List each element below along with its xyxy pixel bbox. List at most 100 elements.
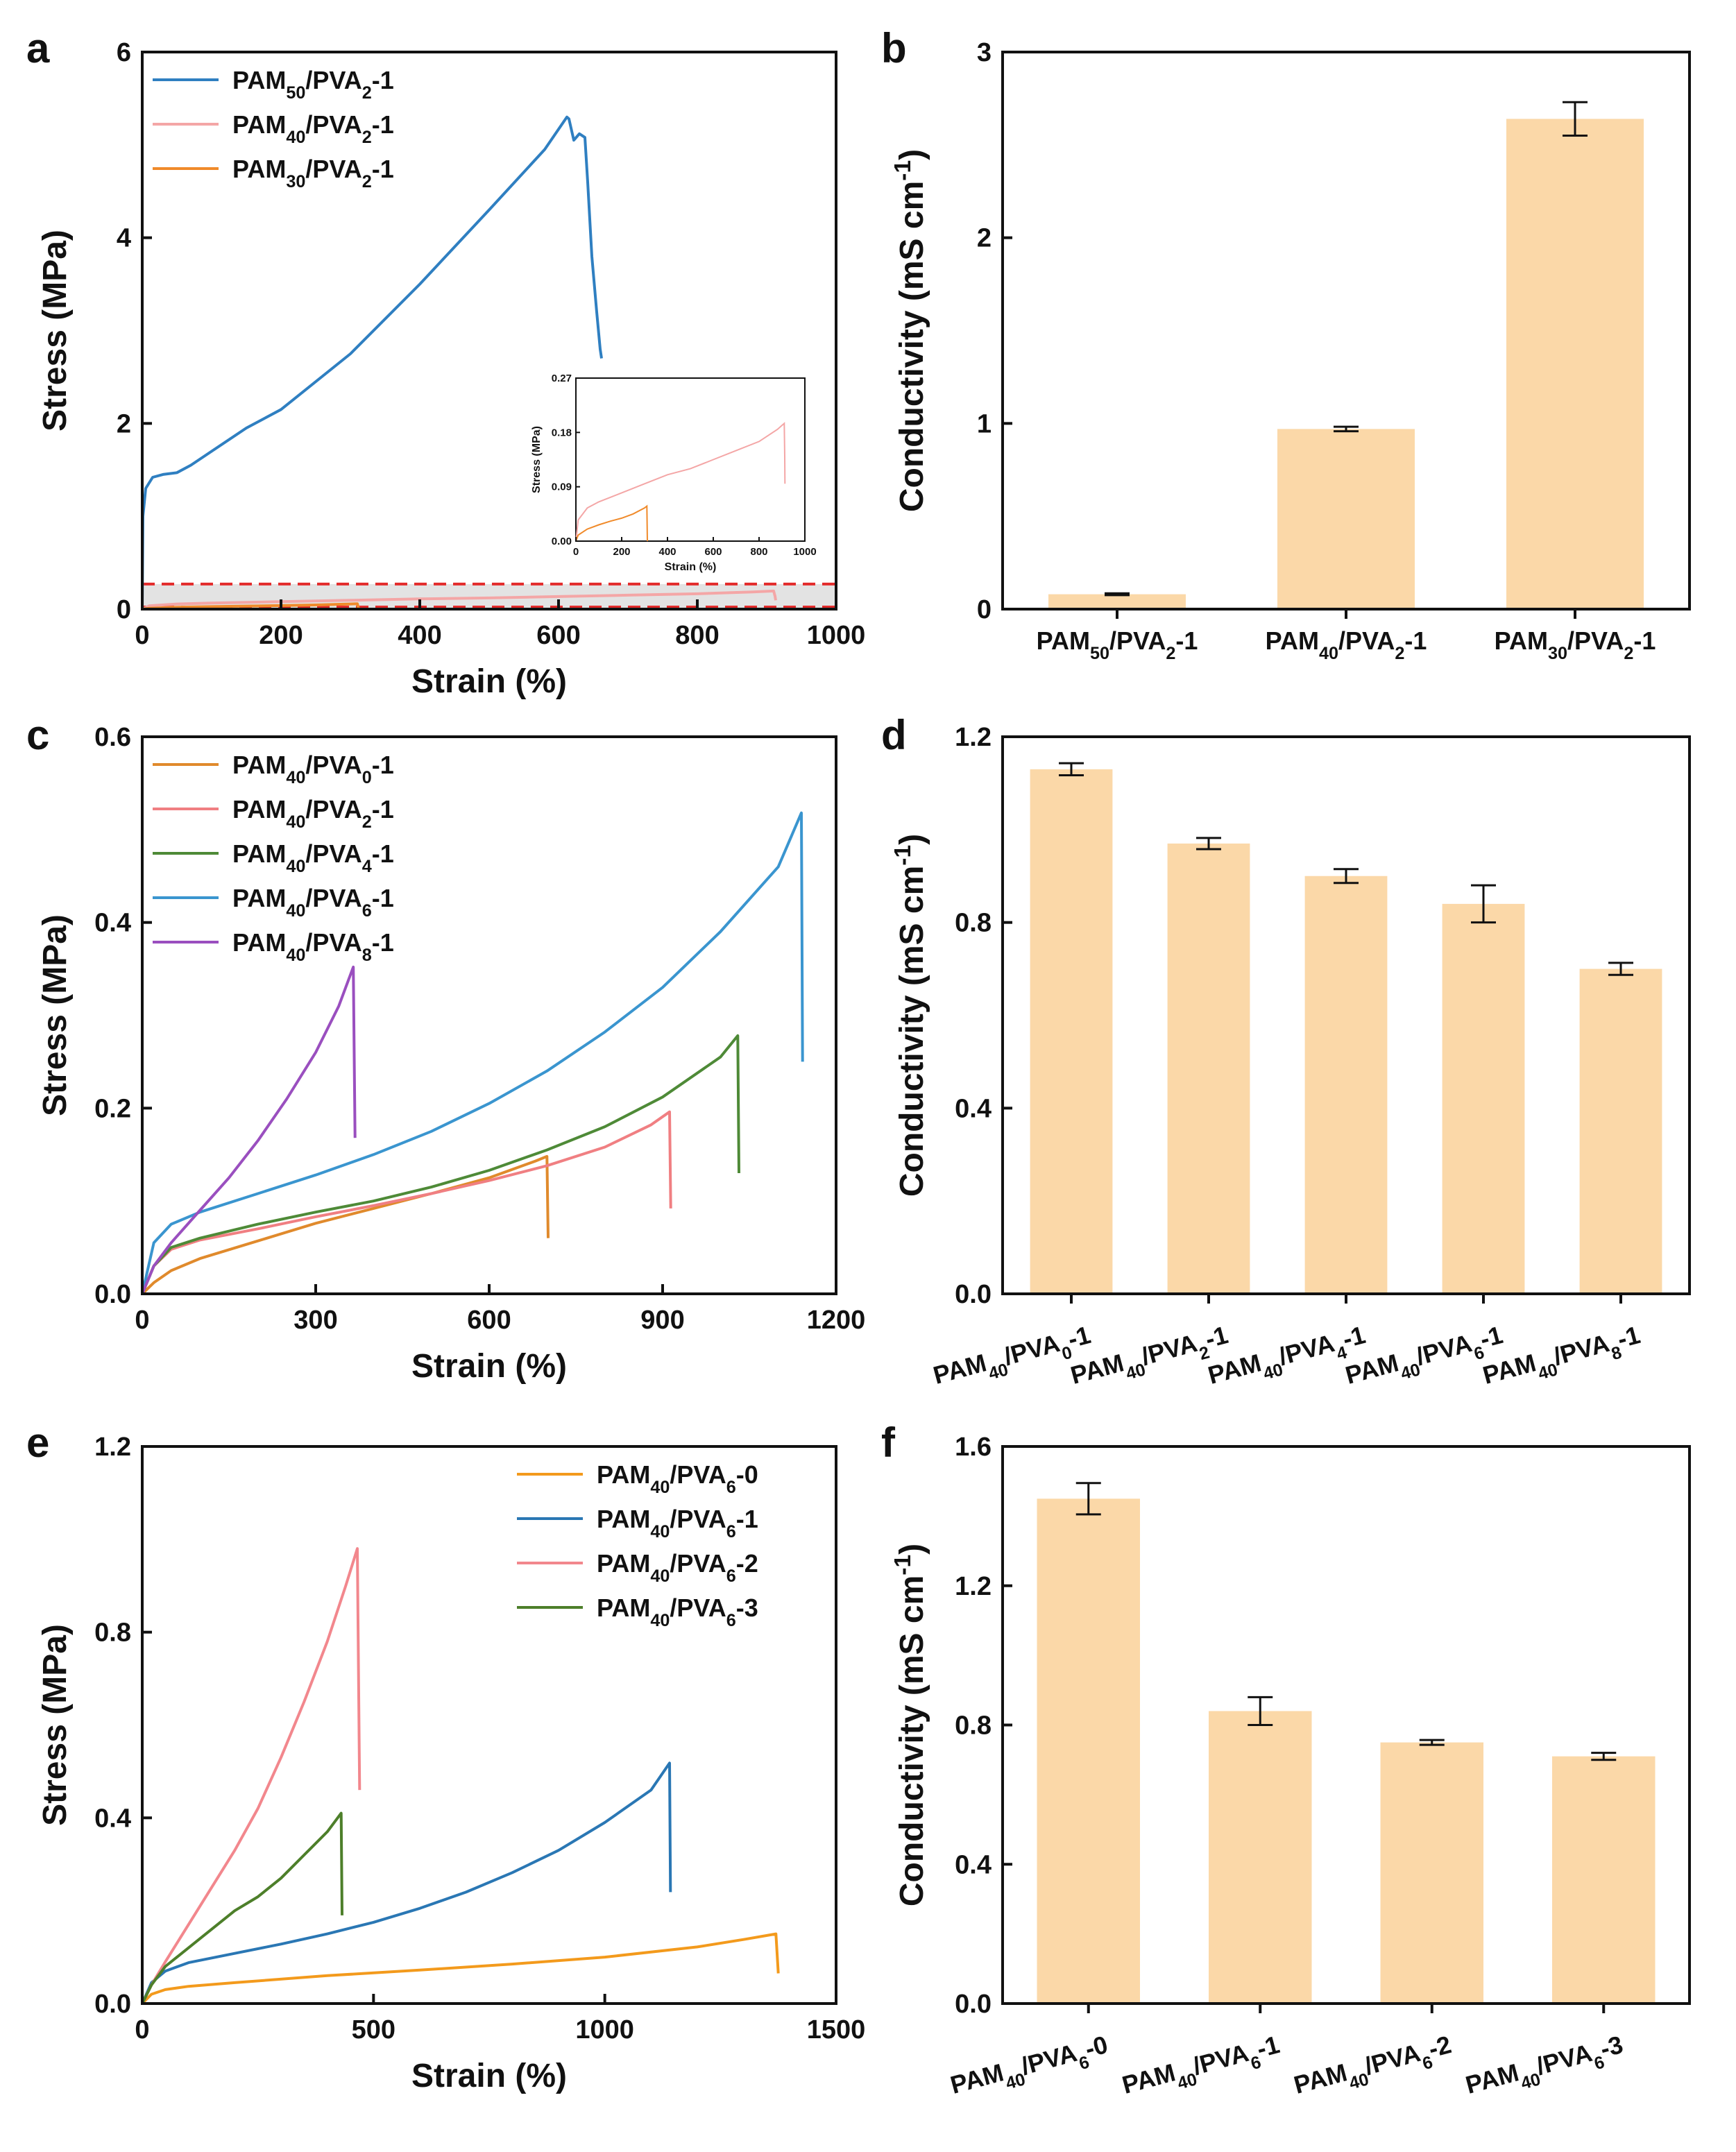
panel-a-xtick-label: 600 [536, 621, 580, 650]
panel-a-yaxis-label: Stress (MPa) [37, 230, 74, 432]
panel-f-bar-1 [1209, 1711, 1312, 2004]
panel-a-xtick-label: 0 [135, 621, 149, 650]
panel-a-xtick-label: 400 [398, 621, 441, 650]
panel-e-series-line-3 [141, 1811, 343, 2004]
panel-d-category-label-1: PAM40/PVA2-1 [1068, 1320, 1234, 1397]
panel-d-category-label-3: PAM40/PVA6-1 [1343, 1320, 1508, 1397]
panel-f-conductivity: PAM40/PVA6-0PAM40/PVA6-1PAM40/PVA6-2PAM4… [890, 1433, 1691, 2107]
panel-a-ytick-label: 0 [117, 595, 131, 624]
panel-e-ytick-label: 0.0 [94, 1990, 131, 2019]
panel-c-xtick-label: 300 [293, 1306, 337, 1335]
panel-a-inset-xtick-label: 1000 [793, 546, 816, 558]
panel-d-bar-2 [1304, 876, 1388, 1294]
panel-a-inset-ytick-label: 0.18 [552, 427, 572, 438]
panel-e-xtick-label: 1500 [807, 2015, 866, 2044]
panel-a-inset-frame [575, 377, 806, 542]
panel-a-series-line-0 [141, 115, 603, 610]
panel-b-bar-1 [1277, 429, 1415, 609]
panel-b-conductivity: PAM50/PVA2-1 PAM40/PVA2-1 PAM30/PVA2-1 0 1 2 3… [890, 38, 1691, 663]
panel-a-inset-series-line-1 [575, 504, 648, 542]
panel-b-yaxis-label: Conductivity (mS cm-1) [890, 149, 931, 512]
panel-e-ytick-label: 0.4 [94, 1804, 131, 1833]
panel-b-category-label-1: PAM40/PVA2-1 [1266, 626, 1427, 663]
panel-d-ytick-label: 1.2 [955, 723, 992, 752]
panel-a-inset-xaxis-label: Strain (%) [665, 561, 717, 573]
panel-b-ytick-label: 2 [977, 224, 992, 253]
panel-b-axes-frame [1001, 51, 1691, 610]
panel-d-conductivity: PAM40/PVA0-1PAM40/PVA2-1PAM40/PVA4-1PAM4… [890, 723, 1691, 1397]
panel-f-bar-0 [1037, 1498, 1140, 2004]
panel-a-xtick-label: 800 [675, 621, 719, 650]
panel-f-ytick-label: 0.8 [955, 1711, 992, 1741]
panel-d-bar-3 [1442, 903, 1525, 1294]
panel-c-legend-label-2: PAM40/PVA4-1 [232, 839, 394, 876]
panel-a-ytick-label: 2 [117, 409, 131, 438]
panel-e-ytick-label: 1.2 [94, 1433, 131, 1462]
panel-c-xtick-label: 900 [640, 1306, 684, 1335]
panel-d-category-label-4: PAM40/PVA8-1 [1480, 1320, 1646, 1397]
panel-c-ytick-label: 0.2 [94, 1094, 131, 1123]
panel-f-category-label-3: PAM40/PVA6-3 [1463, 2030, 1628, 2107]
panel-e-stress-strain: 0.0 0.4 0.8 1.2 0 500 1000 1500 Strain (%) Stress… [37, 1433, 865, 2094]
panel-f-ytick-label: 1.2 [955, 1572, 992, 1601]
panel-c-yaxis-label: Stress (MPa) [37, 914, 74, 1116]
panel-e-ytick-label: 0.8 [94, 1619, 131, 1648]
panel-d-category-label-2: PAM40/PVA4-1 [1205, 1320, 1371, 1397]
panel-d-bar-4 [1579, 968, 1662, 1294]
panel-a-inset-xtick-label: 200 [613, 546, 630, 558]
panel-e-series-line-2 [141, 1547, 361, 2004]
panel-c-legend-label-0: PAM40/PVA0-1 [232, 751, 394, 787]
panel-c-xtick-label: 1200 [807, 1306, 866, 1335]
panel-d-yaxis-label: Conductivity (mS cm-1) [890, 834, 931, 1197]
panel-e-series-line-0 [141, 1932, 780, 2005]
panel-d-bar-1 [1167, 843, 1250, 1294]
panel-label-a: a [26, 25, 50, 71]
panel-e-xaxis-label: Strain (%) [411, 2058, 567, 2094]
panel-label-f: f [881, 1419, 896, 1466]
panel-a-axes-frame [141, 51, 837, 610]
panel-a-inset-xtick-label: 600 [704, 546, 722, 558]
panel-a-inset-yaxis-label: Stress (MPa) [531, 426, 543, 493]
panel-label-d: d [881, 712, 907, 758]
panel-c-legend-label-1: PAM40/PVA2-1 [232, 795, 394, 832]
panel-d-ytick-label: 0.8 [955, 909, 992, 938]
panel-e-xtick-label: 0 [135, 2015, 149, 2044]
panel-e-legend-label-2: PAM40/PVA6-2 [597, 1549, 758, 1586]
panel-e-axes-frame [141, 1445, 837, 2005]
panel-c-series-line-0 [141, 1154, 550, 1295]
panel-a-legend-label-2: PAM30/PVA2-1 [232, 155, 394, 191]
panel-f-yaxis-label: Conductivity (mS cm-1) [890, 1544, 931, 1906]
panel-a-inset-xtick-label: 400 [658, 546, 676, 558]
panel-d-bar-0 [1030, 769, 1113, 1294]
panel-c-stress-strain: 0.0 0.2 0.4 0.6 0 300 600 900 1200 Strain (%) Stre… [37, 723, 865, 1385]
panel-b-ytick-label: 3 [977, 38, 992, 67]
panel-e-legend-label-0: PAM40/PVA6-0 [597, 1460, 758, 1497]
panel-a-xaxis-label: Strain (%) [411, 663, 567, 700]
panel-d-category-label-0: PAM40/PVA0-1 [930, 1320, 1096, 1397]
panel-c-xaxis-label: Strain (%) [411, 1348, 567, 1385]
panel-f-category-label-0: PAM40/PVA6-0 [947, 2030, 1113, 2107]
panel-b-category-label-2: PAM30/PVA2-1 [1495, 626, 1656, 663]
panel-c-ytick-label: 0.0 [94, 1280, 131, 1309]
panel-a-inset-series-line-0 [575, 422, 786, 542]
panel-c-series-line-4 [141, 965, 357, 1295]
panel-b-ytick-label: 0 [977, 595, 992, 624]
panel-c-legend-label-3: PAM40/PVA6-1 [232, 884, 394, 921]
panel-d-axes-frame [1001, 735, 1691, 1295]
panel-b-ytick-label: 1 [977, 409, 992, 438]
panel-a-inset-ytick-label: 0.09 [552, 481, 572, 493]
panel-label-c: c [26, 712, 49, 758]
panel-c-series-line-2 [141, 1034, 740, 1295]
panel-d-ytick-label: 0.0 [955, 1280, 992, 1309]
panel-a-series-line-1 [142, 589, 777, 610]
panel-f-category-label-1: PAM40/PVA6-1 [1119, 2030, 1285, 2107]
panel-c-series-line-3 [141, 811, 804, 1295]
panel-f-ytick-label: 1.6 [955, 1433, 992, 1462]
panel-a-stress-strain: 0 2 4 6 0 200 400 600 800 1000 Strain (%) Stress (M… [37, 38, 865, 700]
panel-f-bar-2 [1380, 1742, 1483, 2004]
panel-a-inset-ytick-label: 0.00 [552, 536, 572, 547]
panel-a-legend-label-0: PAM50/PVA2-1 [232, 66, 394, 103]
panel-a-legend-label-1: PAM40/PVA2-1 [232, 110, 394, 147]
panel-c-xtick-label: 0 [135, 1306, 149, 1335]
